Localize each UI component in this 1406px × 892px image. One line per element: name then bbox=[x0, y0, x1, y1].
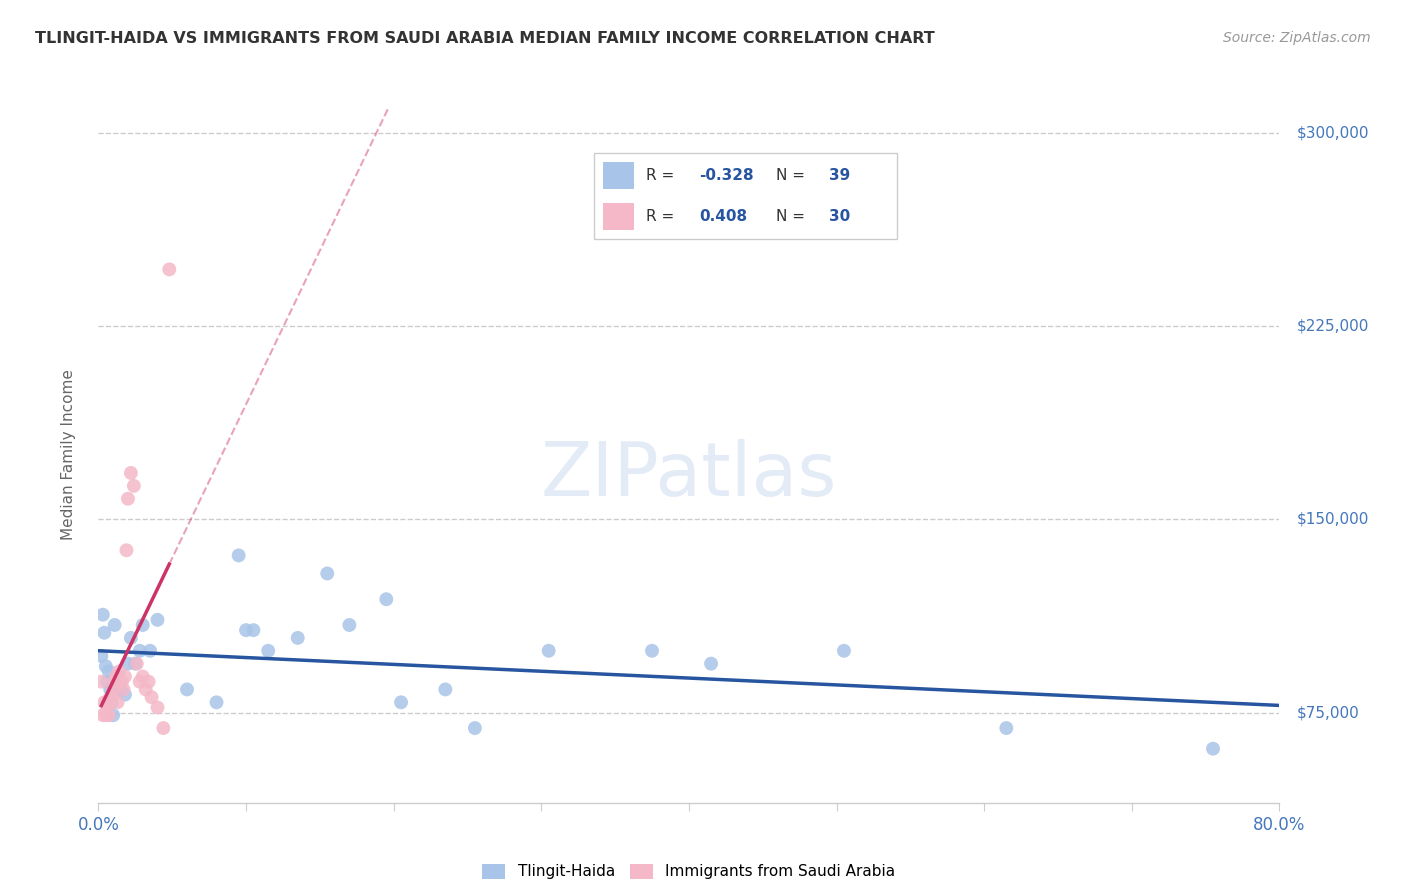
Text: 0.408: 0.408 bbox=[699, 210, 747, 224]
Point bbox=[104, 618, 127, 632]
Point bbox=[375, 592, 398, 607]
Point bbox=[337, 618, 360, 632]
Point bbox=[91, 708, 114, 723]
Point bbox=[464, 721, 486, 735]
Point bbox=[94, 659, 117, 673]
FancyBboxPatch shape bbox=[593, 153, 897, 239]
Text: $225,000: $225,000 bbox=[1296, 318, 1368, 334]
Point bbox=[228, 549, 250, 563]
Point bbox=[832, 644, 855, 658]
Point bbox=[700, 657, 723, 671]
Text: $150,000: $150,000 bbox=[1296, 512, 1368, 527]
Point bbox=[115, 543, 138, 558]
Point bbox=[287, 631, 309, 645]
Point bbox=[316, 566, 339, 581]
Point bbox=[104, 674, 127, 689]
Text: 30: 30 bbox=[828, 210, 851, 224]
Point bbox=[135, 682, 157, 697]
Point bbox=[114, 669, 136, 683]
Point bbox=[91, 607, 114, 622]
Text: ZIPatlas: ZIPatlas bbox=[541, 439, 837, 512]
Point bbox=[122, 479, 145, 493]
Point bbox=[125, 657, 148, 671]
Point bbox=[124, 657, 146, 671]
Point bbox=[120, 631, 142, 645]
Text: R =: R = bbox=[647, 210, 679, 224]
Point bbox=[434, 682, 457, 697]
Point bbox=[132, 669, 155, 683]
Point bbox=[117, 657, 139, 671]
Point bbox=[117, 491, 139, 506]
Point bbox=[103, 682, 125, 697]
Point bbox=[100, 690, 122, 705]
Text: Source: ZipAtlas.com: Source: ZipAtlas.com bbox=[1223, 31, 1371, 45]
Point bbox=[138, 674, 160, 689]
FancyBboxPatch shape bbox=[603, 203, 634, 230]
FancyBboxPatch shape bbox=[603, 162, 634, 189]
Point bbox=[146, 613, 169, 627]
Point bbox=[93, 695, 115, 709]
Point bbox=[111, 674, 134, 689]
Text: $75,000: $75,000 bbox=[1296, 705, 1360, 720]
Point bbox=[90, 674, 112, 689]
Point bbox=[103, 708, 125, 723]
Point bbox=[93, 625, 115, 640]
Point bbox=[110, 682, 132, 697]
Point bbox=[107, 695, 129, 709]
Y-axis label: Median Family Income: Median Family Income bbox=[60, 369, 76, 541]
Point bbox=[90, 648, 112, 663]
Text: -0.328: -0.328 bbox=[699, 169, 754, 183]
Point bbox=[98, 695, 121, 709]
Point bbox=[98, 682, 121, 697]
Text: R =: R = bbox=[647, 169, 679, 183]
Point bbox=[96, 700, 118, 714]
Text: 39: 39 bbox=[828, 169, 851, 183]
Point bbox=[205, 695, 228, 709]
Point bbox=[96, 674, 118, 689]
Point bbox=[97, 708, 120, 723]
Point bbox=[128, 644, 150, 658]
Point bbox=[110, 674, 132, 689]
Point bbox=[995, 721, 1018, 735]
Point bbox=[114, 688, 136, 702]
Point bbox=[108, 665, 131, 679]
Point bbox=[537, 644, 560, 658]
Point bbox=[100, 695, 122, 709]
Point bbox=[97, 665, 120, 679]
Point bbox=[1202, 741, 1225, 756]
Point bbox=[112, 682, 135, 697]
Text: $300,000: $300,000 bbox=[1296, 125, 1369, 140]
Point bbox=[242, 623, 264, 637]
Text: N =: N = bbox=[776, 169, 810, 183]
Text: N =: N = bbox=[776, 210, 810, 224]
Point bbox=[152, 721, 174, 735]
Point bbox=[139, 644, 162, 658]
Text: TLINGIT-HAIDA VS IMMIGRANTS FROM SAUDI ARABIA MEDIAN FAMILY INCOME CORRELATION C: TLINGIT-HAIDA VS IMMIGRANTS FROM SAUDI A… bbox=[35, 31, 935, 46]
Point bbox=[157, 262, 180, 277]
Point bbox=[120, 466, 142, 480]
Point bbox=[105, 669, 128, 683]
Point bbox=[176, 682, 198, 697]
Point bbox=[128, 674, 150, 689]
Point bbox=[641, 644, 664, 658]
Point bbox=[105, 669, 128, 683]
Point bbox=[94, 708, 117, 723]
Point bbox=[146, 700, 169, 714]
Point bbox=[257, 644, 280, 658]
Point bbox=[235, 623, 257, 637]
Point bbox=[132, 618, 155, 632]
Point bbox=[389, 695, 412, 709]
Point bbox=[141, 690, 163, 705]
Legend: Tlingit-Haida, Immigrants from Saudi Arabia: Tlingit-Haida, Immigrants from Saudi Ara… bbox=[477, 857, 901, 886]
